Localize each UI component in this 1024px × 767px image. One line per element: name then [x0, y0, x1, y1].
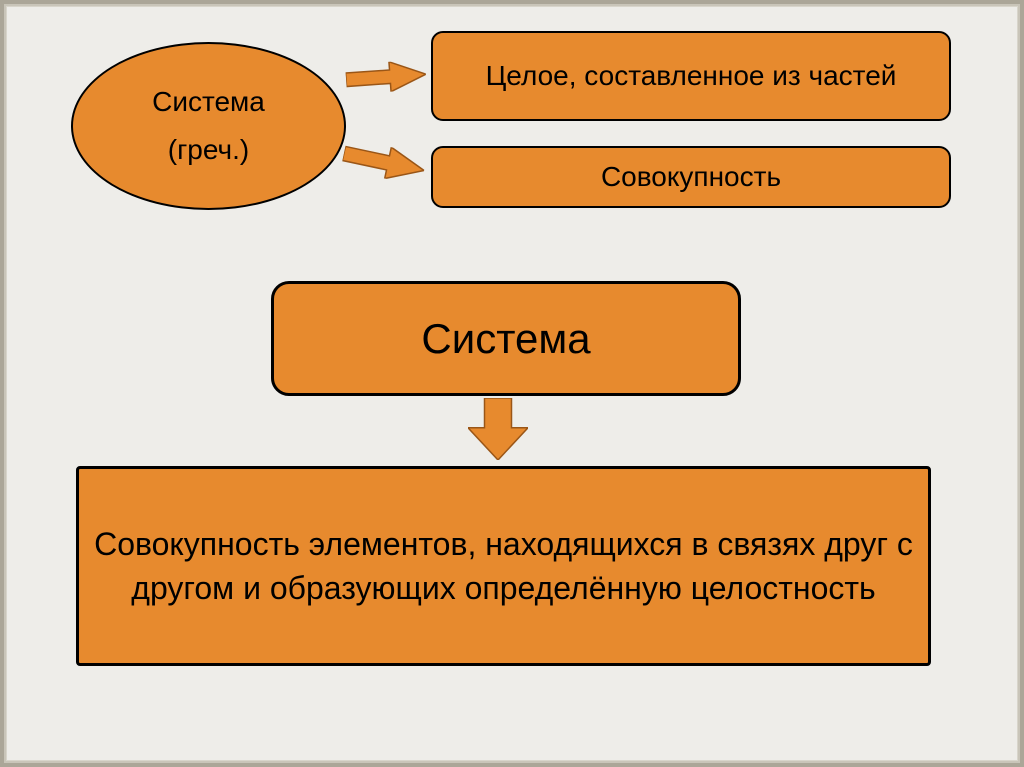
- slide-canvas: Система (греч.) Целое, составленное из ч…: [4, 4, 1020, 763]
- box-system-text: Система: [421, 315, 590, 363]
- box-definition-whole: Целое, составленное из частей: [431, 31, 951, 121]
- box-system-full-definition: Совокупность элементов, находящихся в св…: [76, 466, 931, 666]
- box-definition-text: Совокупность элементов, находящихся в св…: [89, 522, 918, 610]
- box-system-title: Система: [271, 281, 741, 396]
- arrow-system-to-definition: [468, 398, 528, 460]
- arrow-to-def2: [341, 138, 428, 186]
- slide-outer-frame: Система (греч.) Целое, составленное из ч…: [0, 0, 1024, 767]
- arrow-to-def1: [345, 59, 427, 95]
- ellipse-line2: (греч.): [168, 126, 249, 174]
- ellipse-system-greek: Система (греч.): [71, 42, 346, 210]
- box-definition-aggregate: Совокупность: [431, 146, 951, 208]
- ellipse-line1: Система: [152, 78, 265, 126]
- box-def1-text: Целое, составленное из частей: [486, 60, 897, 92]
- box-def2-text: Совокупность: [601, 161, 781, 193]
